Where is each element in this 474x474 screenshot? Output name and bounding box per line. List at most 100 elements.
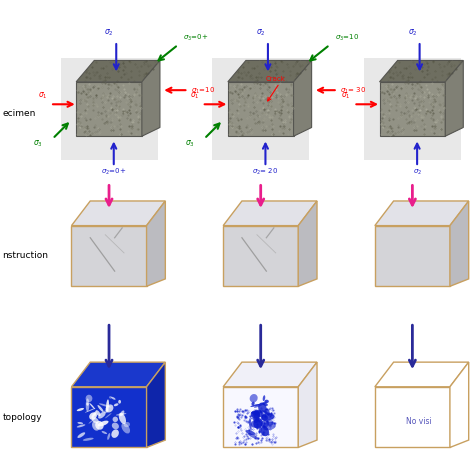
Ellipse shape [258,402,266,413]
Ellipse shape [101,431,107,434]
Text: $\sigma_3$: $\sigma_3$ [185,139,195,149]
Ellipse shape [75,437,79,438]
Ellipse shape [76,437,84,446]
Ellipse shape [254,411,264,417]
Polygon shape [228,82,293,136]
Ellipse shape [264,400,269,403]
Ellipse shape [83,438,94,441]
Polygon shape [450,362,469,447]
Ellipse shape [83,434,88,440]
Polygon shape [298,362,317,447]
Polygon shape [142,61,160,136]
Ellipse shape [261,413,274,420]
Ellipse shape [116,401,121,407]
Ellipse shape [77,422,83,424]
Ellipse shape [86,399,89,411]
Ellipse shape [265,409,270,416]
Ellipse shape [248,433,259,439]
Text: $\sigma_1$: $\sigma_1$ [190,90,200,100]
Ellipse shape [89,412,97,420]
Ellipse shape [85,408,95,413]
Ellipse shape [261,426,269,436]
Ellipse shape [112,423,119,429]
Ellipse shape [255,411,259,415]
Polygon shape [375,226,450,286]
Text: $\sigma_1$: $\sigma_1$ [341,90,351,100]
Polygon shape [298,201,317,286]
Ellipse shape [118,400,121,404]
Ellipse shape [77,424,85,428]
Ellipse shape [263,395,265,401]
Ellipse shape [250,418,259,421]
Ellipse shape [262,410,273,416]
Polygon shape [146,201,165,286]
Ellipse shape [99,403,111,408]
Text: $\sigma_1$= 30: $\sigma_1$= 30 [340,85,366,96]
Polygon shape [375,201,469,226]
Polygon shape [223,387,298,447]
Ellipse shape [116,413,127,416]
Polygon shape [375,362,469,387]
Ellipse shape [94,441,100,446]
Ellipse shape [109,396,112,399]
Polygon shape [76,61,160,82]
Ellipse shape [253,418,263,428]
Ellipse shape [105,413,111,418]
FancyBboxPatch shape [364,58,461,160]
Ellipse shape [111,429,119,438]
Text: topology: topology [2,413,42,421]
Ellipse shape [266,419,273,426]
Text: $\sigma_2$=0+: $\sigma_2$=0+ [101,167,127,177]
Text: $\sigma_2$: $\sigma_2$ [256,27,266,37]
Ellipse shape [95,421,104,430]
Ellipse shape [254,410,262,414]
Polygon shape [72,201,165,226]
Polygon shape [72,226,146,286]
Ellipse shape [114,403,118,406]
Ellipse shape [117,400,123,405]
Polygon shape [450,201,469,286]
Ellipse shape [246,430,255,435]
Ellipse shape [120,410,124,416]
Ellipse shape [90,403,95,409]
Polygon shape [223,226,298,286]
Ellipse shape [261,410,263,419]
Text: $\sigma_1$: $\sigma_1$ [38,90,48,100]
Text: $\sigma_2$: $\sigma_2$ [408,27,418,37]
Ellipse shape [249,419,252,429]
Text: No visi: No visi [406,417,432,426]
Text: $\sigma_2$: $\sigma_2$ [412,168,422,177]
Ellipse shape [263,422,276,430]
Ellipse shape [92,417,99,423]
Polygon shape [146,362,165,447]
Ellipse shape [251,410,260,419]
Ellipse shape [127,410,130,414]
Ellipse shape [259,427,262,434]
Ellipse shape [77,408,84,411]
Ellipse shape [85,425,89,428]
Polygon shape [380,82,445,136]
Ellipse shape [254,401,267,408]
Text: $\sigma_2$= 20: $\sigma_2$= 20 [252,167,279,177]
Ellipse shape [261,420,269,428]
Ellipse shape [250,404,260,407]
Ellipse shape [251,420,262,428]
Ellipse shape [119,413,126,424]
Ellipse shape [96,410,100,416]
Ellipse shape [111,430,116,434]
Ellipse shape [94,412,98,416]
Polygon shape [76,82,142,136]
Ellipse shape [263,402,268,406]
Ellipse shape [252,401,255,405]
Polygon shape [375,387,450,447]
Ellipse shape [121,423,130,434]
Ellipse shape [125,405,132,410]
Ellipse shape [106,400,109,412]
Text: ecimen: ecimen [2,109,36,118]
Ellipse shape [98,412,106,419]
Ellipse shape [106,404,110,409]
Text: $\sigma_2$: $\sigma_2$ [104,27,114,37]
Ellipse shape [86,395,92,402]
Ellipse shape [251,412,260,415]
Polygon shape [223,362,317,387]
